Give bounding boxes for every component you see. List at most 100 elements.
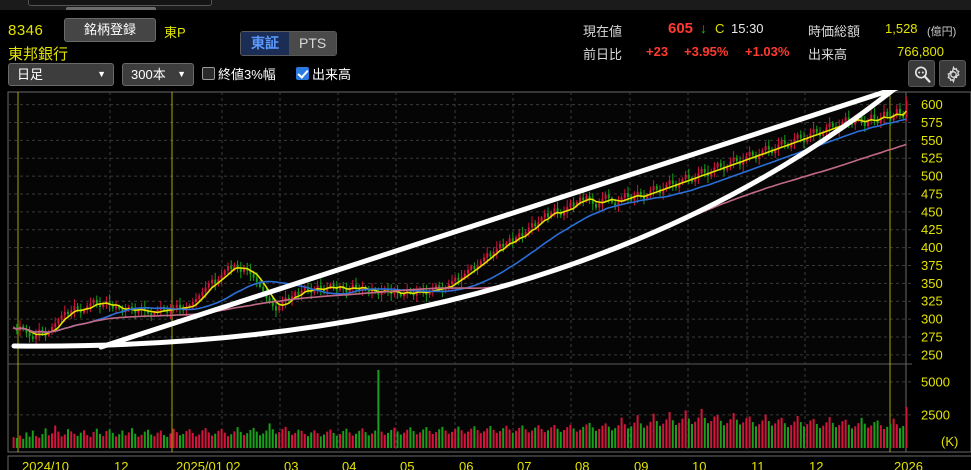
top-search-box-partial[interactable] <box>28 0 212 6</box>
candle-body <box>35 334 37 340</box>
candle-body <box>92 299 95 304</box>
tab-exchange-pts[interactable]: PTS <box>289 32 337 55</box>
volume-bar <box>748 416 751 448</box>
volume-bar <box>735 419 738 448</box>
volume-bar <box>751 422 754 448</box>
plot-frame <box>7 91 913 453</box>
candle-body <box>438 285 441 289</box>
volume-bar <box>886 426 889 448</box>
volume-bar <box>579 429 581 448</box>
volume-bar <box>703 417 706 448</box>
candle-body <box>444 287 447 292</box>
checkbox-label: 終値3%幅 <box>218 67 276 82</box>
candle-body <box>137 310 140 313</box>
tab-exchange-tse[interactable]: 東証 <box>241 32 289 55</box>
volume-bar <box>899 428 901 448</box>
volume-bar <box>415 434 418 448</box>
checkbox-close-3pct-band[interactable]: 終値3%幅 <box>202 64 276 83</box>
candle-body <box>764 146 767 151</box>
volume-bar <box>300 430 303 448</box>
volume-bar <box>668 412 671 448</box>
candle-body <box>812 128 815 134</box>
date-tick-label: 03 <box>284 459 298 470</box>
volume-bar <box>697 417 700 448</box>
candle-body <box>540 217 543 222</box>
candle-body <box>60 315 63 320</box>
volume-bar <box>710 421 713 448</box>
volume-bar <box>211 435 213 448</box>
volume-bar <box>243 435 245 448</box>
zoom-search-button[interactable] <box>908 60 935 87</box>
volume-bar <box>527 432 530 448</box>
volume-bar <box>755 426 757 448</box>
candle-body <box>70 310 73 315</box>
candle-body <box>108 301 111 305</box>
price-tick-label: 425 <box>921 222 943 237</box>
candle-body <box>243 267 245 272</box>
candle-body <box>297 291 300 295</box>
candle-body <box>169 310 172 313</box>
volume-bar <box>841 421 844 448</box>
checkbox-label: 出来高 <box>312 67 352 82</box>
candle-body <box>326 287 329 292</box>
volume-bar <box>719 420 722 448</box>
candle-body <box>569 202 572 207</box>
volume-bar <box>227 436 229 448</box>
volume-bar <box>44 428 47 448</box>
checkbox-volume[interactable]: 出来高 <box>296 64 351 83</box>
volume-bar <box>460 430 463 448</box>
volume-bar <box>492 429 495 448</box>
chart-controls: 日足 ▼ 300本 ▼ 終値3%幅 出来高 <box>0 60 971 90</box>
chart-canvas[interactable]: 600 575 550 525 500 475 450 425 400 375 350 325 300 2… <box>0 90 971 470</box>
volume-bar <box>172 428 175 448</box>
volume-bar <box>329 429 332 448</box>
volume-bar <box>185 431 188 448</box>
volume-bar <box>278 432 281 448</box>
checkbox-box[interactable] <box>202 67 215 80</box>
volume-bar <box>73 433 76 448</box>
volume-bar <box>726 423 729 448</box>
volume-bar <box>499 431 501 448</box>
candle-body <box>572 202 575 207</box>
volume-bar <box>255 431 258 448</box>
volume-bar <box>662 423 665 448</box>
candle-body <box>863 121 866 127</box>
period-select[interactable]: 日足 ▼ <box>8 63 114 86</box>
candle-body <box>207 283 210 288</box>
date-tick-label: 07 <box>517 459 531 470</box>
candle-body <box>825 127 828 132</box>
volume-bar <box>476 430 479 448</box>
volume-bar <box>479 433 482 448</box>
ma-short-line <box>13 110 908 336</box>
candle-body <box>563 211 565 216</box>
volume-bar <box>275 433 277 448</box>
candle-body <box>860 116 863 122</box>
candle-body <box>598 203 601 208</box>
volume-bar <box>454 428 457 448</box>
volume-bar <box>390 430 393 448</box>
date-tick-label: 12 <box>114 459 128 470</box>
volume-bar <box>303 433 306 448</box>
candle-body <box>281 301 284 307</box>
volume-bar <box>678 422 681 448</box>
volume-bar <box>566 427 569 448</box>
exchange-toggle[interactable]: 東証 PTS <box>240 31 338 56</box>
volume-bar <box>563 430 565 448</box>
candle-body <box>713 167 716 172</box>
volume-bar <box>431 433 434 448</box>
candle-body <box>822 131 825 137</box>
candle-body <box>451 281 453 285</box>
candle-body <box>188 304 191 308</box>
checkbox-box-checked[interactable] <box>296 67 309 80</box>
settings-button[interactable] <box>939 60 966 87</box>
volume-bar <box>188 429 191 448</box>
bars-select[interactable]: 300本 ▼ <box>122 63 194 86</box>
volume-bar <box>143 431 146 448</box>
candle-body <box>601 198 604 204</box>
volume-bar <box>63 434 66 448</box>
candle-body <box>886 111 889 117</box>
register-stock-button[interactable]: 銘柄登録 <box>64 18 156 42</box>
volume-bar <box>515 430 517 448</box>
volume-bar <box>537 425 540 448</box>
candle-body <box>492 251 495 257</box>
